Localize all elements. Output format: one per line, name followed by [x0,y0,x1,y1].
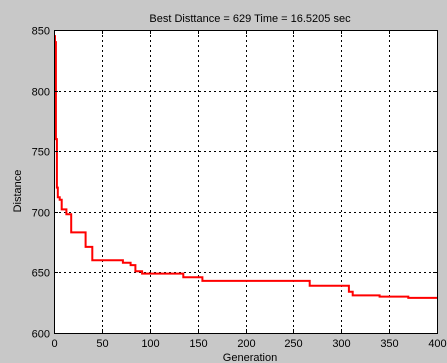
grid-lines [54,30,437,333]
x-tick-label: 250 [284,338,302,350]
x-tick-label: 150 [189,338,207,350]
chart-title: Best Disttance = 629 Time = 16.5205 sec [149,13,351,25]
x-tick-label: 200 [237,338,255,350]
series-line-0 [54,35,437,299]
axes-background [54,30,437,333]
y-axis-label: Distance [12,170,24,213]
x-tick-label: 300 [332,338,350,350]
axis-ticks: 0 50 100 150 200 250 300 350 400 600 650 700 750 800 8… [32,26,447,351]
y-tick-label: 850 [32,26,50,38]
y-tick-label: 650 [32,268,50,280]
series-layer [54,35,437,299]
y-tick-label: 800 [32,87,50,99]
x-tick-label: 400 [428,338,446,350]
x-tick-label: 100 [141,338,159,350]
x-tick-label: 0 [51,338,57,350]
y-tick-label: 600 [32,329,50,341]
x-tick-label: 50 [96,338,108,350]
x-axis-label: Generation [223,352,277,363]
y-tick-label: 750 [32,147,50,159]
y-tick-label: 700 [32,208,50,220]
x-tick-label: 350 [380,338,398,350]
